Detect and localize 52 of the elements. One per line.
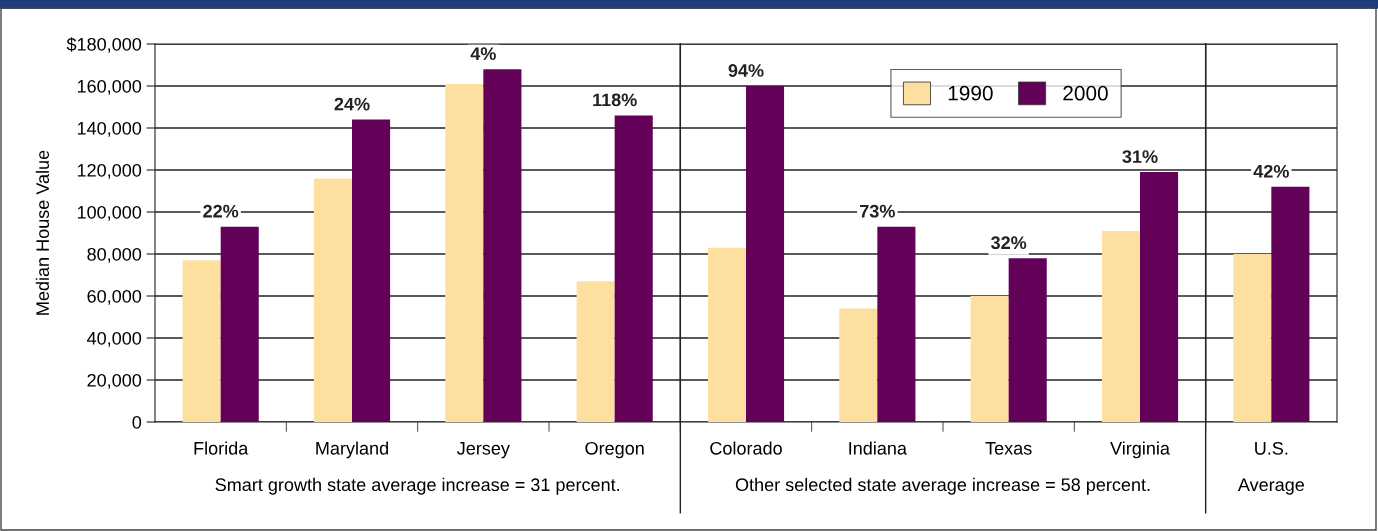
annotation: 32%: [991, 236, 1027, 250]
legend-label: 2000: [1063, 85, 1108, 101]
x-tick-label: Florida: [194, 441, 249, 455]
text: Average: [1237, 478, 1304, 495]
bar: [352, 119, 391, 422]
y-tick-label: 100,000: [77, 205, 142, 221]
bar: [1101, 230, 1140, 422]
annotation: 94%: [728, 64, 764, 77]
bar: [614, 115, 653, 422]
bar: [1233, 254, 1272, 422]
bar: [182, 260, 221, 422]
y-axis-title: Median House Value: [35, 150, 50, 315]
bar: [839, 308, 878, 422]
annotation: 24%: [334, 97, 370, 111]
bar: [1008, 258, 1047, 422]
bar: [970, 296, 1009, 422]
bar: [576, 281, 615, 422]
bar: [445, 83, 484, 422]
bar: [313, 178, 352, 422]
y-tick-label: 80,000: [87, 247, 142, 263]
annotation: 4%: [470, 47, 496, 61]
x-tick-label: Virginia: [1110, 441, 1170, 459]
y-tick-label: 140,000: [77, 121, 142, 137]
x-tick-label: Jersey: [457, 442, 510, 459]
bar: [220, 226, 259, 422]
y-tick-label: 160,000: [77, 79, 142, 95]
legend-label: 1990: [948, 85, 993, 101]
bar: [483, 69, 522, 422]
annotation: 73%: [860, 204, 895, 218]
x-tick-label: Texas: [985, 442, 1032, 455]
text: Smart growth state average increase = 31 percent.: [215, 477, 620, 495]
y-tick-label: 40,000: [87, 331, 142, 347]
y-tick-label: 20,000: [87, 373, 142, 389]
bar: [707, 247, 746, 422]
text: Other selected state average increase = 58 percent.: [735, 477, 1150, 495]
bar: [1140, 172, 1179, 422]
y-tick-label: 60,000: [87, 289, 142, 305]
y-tick-label: 120,000: [77, 163, 142, 179]
annotation: 22%: [203, 204, 239, 218]
x-tick-label: Colorado: [710, 441, 782, 455]
x-tick-label: U.S.: [1255, 441, 1288, 455]
annotation: 118%: [593, 93, 637, 107]
annotation: 42%: [1253, 164, 1289, 178]
bar: [1271, 186, 1310, 422]
bar: [746, 86, 785, 422]
y-tick-label: 0: [132, 415, 142, 429]
y-tick-label: $180,000: [66, 37, 142, 53]
x-tick-label: Maryland: [316, 441, 388, 459]
annotation: 31%: [1122, 150, 1158, 163]
x-tick-label: Indiana: [849, 441, 907, 455]
bar: [877, 226, 916, 422]
x-tick-label: Oregon: [585, 441, 644, 459]
